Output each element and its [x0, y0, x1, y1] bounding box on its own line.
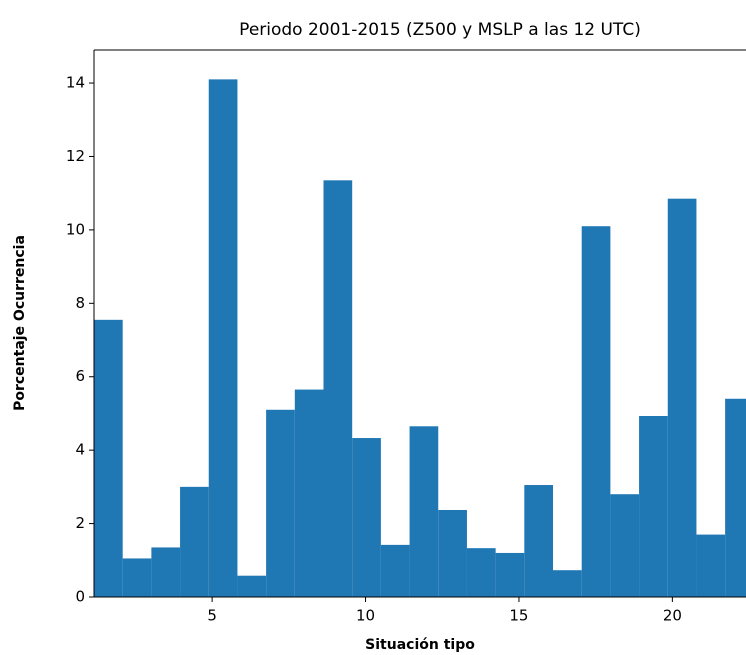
y-tick-label: 0	[75, 588, 85, 606]
x-axis-label: Situación tipo	[365, 637, 475, 653]
bar	[237, 575, 267, 597]
bar	[380, 544, 410, 597]
bar	[409, 426, 439, 597]
y-axis-label: Porcentaje Ocurrencia	[12, 235, 28, 411]
bar	[352, 438, 381, 597]
bar	[696, 534, 726, 597]
y-tick-label: 4	[75, 441, 85, 459]
bar	[438, 509, 467, 597]
chart-title: Periodo 2001-2015 (Z500 y MSLP a las 12 …	[239, 20, 641, 40]
y-tick-label: 10	[66, 220, 85, 238]
y-tick-label: 12	[66, 147, 85, 165]
bar	[667, 198, 697, 597]
bar	[639, 416, 668, 597]
x-tick-label: 10	[356, 607, 375, 625]
y-tick-label: 2	[75, 514, 85, 532]
bar	[266, 409, 295, 597]
plot-area	[94, 79, 746, 597]
bar	[151, 547, 181, 597]
bar	[208, 79, 238, 597]
bar	[94, 319, 123, 597]
x-tick-label: 20	[663, 607, 682, 625]
bar	[323, 180, 353, 597]
x-tick-label: 15	[509, 607, 528, 625]
bar	[610, 494, 640, 597]
bar	[725, 398, 746, 597]
y-tick-label: 6	[75, 367, 85, 385]
y-tick-label: 8	[75, 294, 85, 312]
bar	[524, 485, 554, 597]
bar	[122, 558, 152, 597]
bar	[180, 486, 209, 597]
x-tick-label: 5	[207, 607, 217, 625]
bar	[495, 552, 525, 597]
y-tick-label: 14	[66, 74, 85, 92]
bar	[294, 389, 324, 597]
bar	[581, 226, 611, 597]
bar	[553, 570, 582, 597]
bar	[466, 548, 496, 597]
